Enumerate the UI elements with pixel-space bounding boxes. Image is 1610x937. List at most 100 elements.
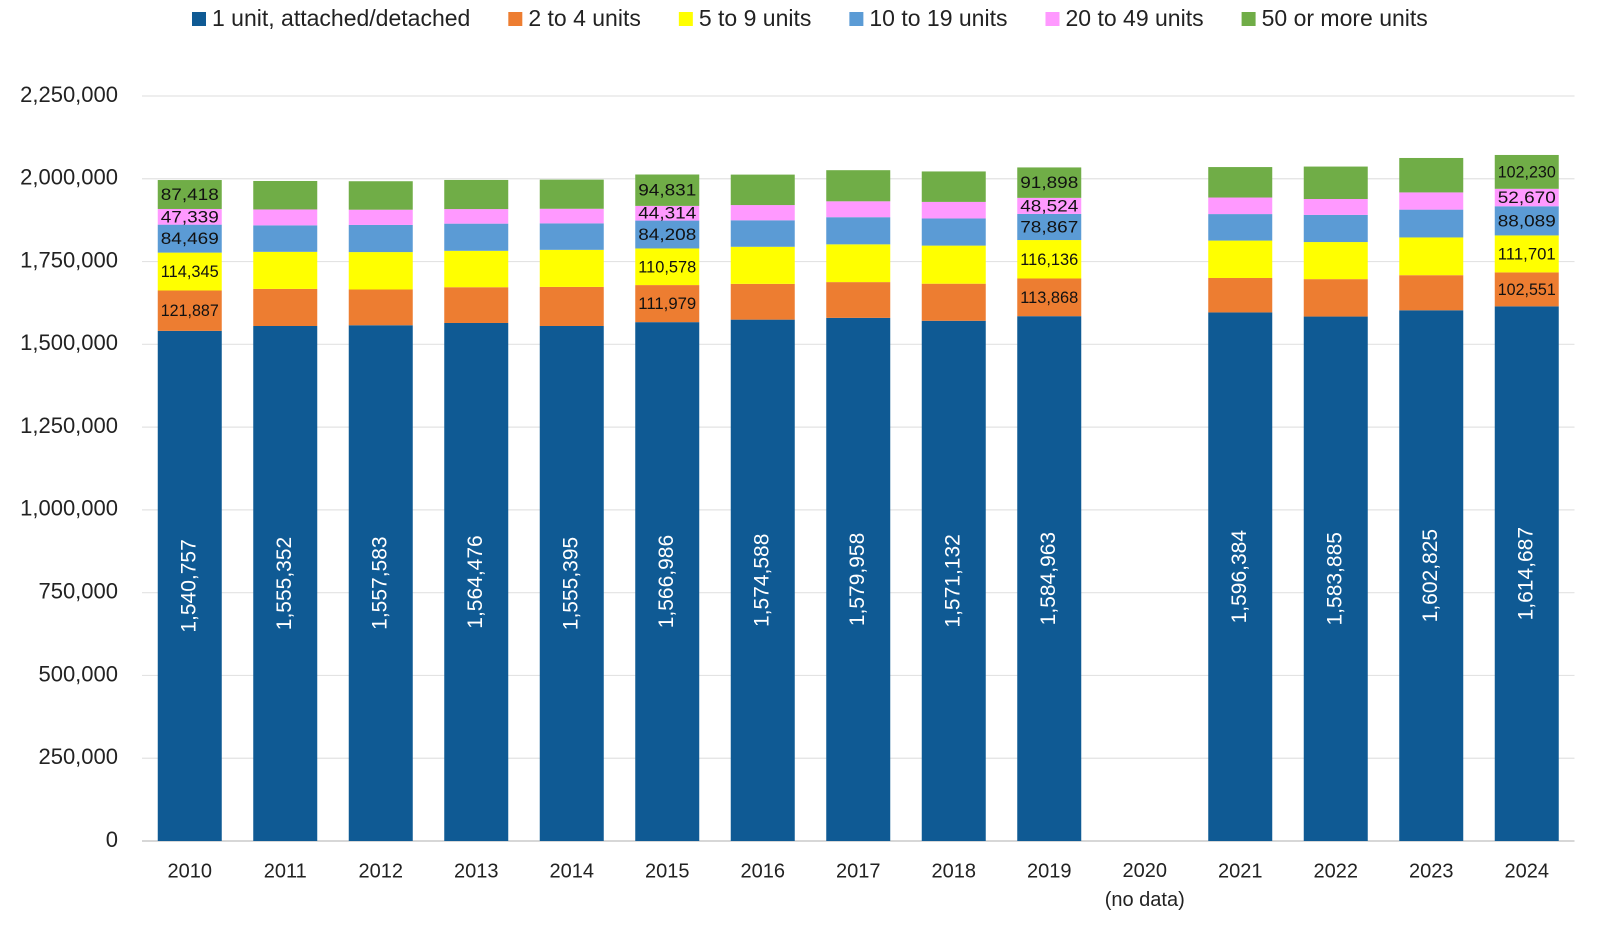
x-tick-label: 2020 (no data) [1105, 860, 1185, 911]
bar-segment [157, 208, 222, 225]
bar-segment [444, 250, 509, 288]
bar-segment [826, 317, 891, 841]
legend-label: 20 to 49 units [1065, 5, 1203, 31]
data-label: 1,564,476 [464, 535, 487, 628]
bar-segment [1208, 277, 1273, 313]
data-label: 114,345 [161, 262, 219, 281]
bar-segment [730, 174, 795, 206]
y-tick-label: 2,000,000 [20, 165, 118, 190]
bar-segment [539, 249, 604, 287]
bar-segment [444, 179, 509, 210]
bar-segment [826, 282, 891, 318]
legend-swatch [1241, 12, 1256, 26]
bar-segment [730, 220, 795, 247]
bar-segment [921, 171, 986, 202]
bar-segment [253, 225, 318, 252]
bar-segment [921, 283, 986, 321]
legend-swatch [678, 12, 693, 26]
bar-segment [1208, 214, 1273, 241]
data-label: 94,831 [638, 181, 696, 200]
legend-swatch [849, 12, 864, 26]
bar-segment [826, 217, 891, 245]
bar-segment [1017, 240, 1082, 279]
data-label: 88,089 [1498, 211, 1556, 230]
legend-label: 2 to 4 units [528, 5, 641, 31]
x-tick-label: 2024 [1505, 860, 1550, 882]
bar-segment [253, 251, 318, 289]
y-tick-label: 1,750,000 [20, 247, 118, 272]
bar-segment [539, 286, 604, 326]
bar-segment [348, 289, 413, 326]
y-tick-label: 0 [106, 827, 118, 852]
bar-segment [253, 209, 318, 226]
data-label: 1,596,384 [1228, 530, 1251, 624]
bar-segment [444, 287, 509, 323]
x-tick-label: 2021 [1218, 860, 1263, 882]
data-label: 1,579,958 [846, 533, 869, 626]
bar-segment [1303, 199, 1368, 215]
legend-swatch [1045, 12, 1060, 26]
legend-label: 5 to 9 units [699, 5, 812, 31]
bar-segment [157, 330, 222, 841]
bar-segment [1303, 242, 1368, 280]
data-label: 1,614,687 [1514, 527, 1537, 620]
y-tick-label: 250,000 [38, 744, 118, 769]
bar-segment [1399, 237, 1464, 276]
bar-segment [1303, 214, 1368, 243]
bar-segment [1399, 209, 1464, 238]
bar-segment [1208, 197, 1273, 215]
x-tick-label: 2017 [836, 860, 881, 882]
data-label: 1,574,588 [750, 534, 773, 627]
y-tick-label: 2,250,000 [20, 82, 118, 107]
bar-segment [1399, 157, 1464, 193]
data-label: 1,571,132 [941, 534, 964, 627]
data-label: 47,339 [161, 207, 219, 226]
bar-segment [635, 322, 700, 841]
data-label: 121,887 [161, 301, 219, 320]
bar-segment [1017, 316, 1082, 841]
data-label: 84,208 [638, 225, 696, 244]
bar-segment [635, 285, 700, 323]
y-tick-label: 1,500,000 [20, 330, 118, 355]
bar-segment [921, 320, 986, 841]
bar-segment [253, 180, 318, 210]
data-label: 84,469 [161, 229, 219, 248]
bar-segment [826, 201, 891, 218]
data-label: 111,979 [638, 294, 696, 313]
bar-segment [539, 223, 604, 250]
bar-segment [921, 218, 986, 246]
x-tick-label: 2019 [1027, 860, 1072, 882]
bar-segment [1017, 197, 1082, 214]
bar-segment [1017, 167, 1082, 198]
data-label: 1,583,885 [1323, 532, 1346, 625]
data-label: 113,868 [1020, 288, 1078, 307]
bar-segment [1399, 275, 1464, 311]
data-label: 44,314 [638, 204, 696, 223]
bar-segment [539, 179, 604, 209]
x-tick-label: 2018 [932, 860, 977, 882]
bar-segment [730, 283, 795, 320]
bar-segment [444, 322, 509, 841]
bar-segment [539, 208, 604, 224]
bar-segment [1494, 188, 1559, 207]
bar-segment [1208, 240, 1273, 278]
y-tick-label: 1,000,000 [20, 496, 118, 521]
bar-segment [539, 325, 604, 841]
bar-segment [826, 244, 891, 283]
x-tick-label: 2016 [741, 860, 786, 882]
bar-segment [1399, 310, 1464, 841]
data-label: 1,540,757 [177, 539, 200, 632]
bar-segment [921, 245, 986, 284]
bar-segment [1303, 316, 1368, 841]
bar-segment [157, 224, 222, 253]
bar-segment [730, 246, 795, 284]
legend-label: 50 or more units [1262, 5, 1428, 31]
data-label: 116,136 [1020, 250, 1078, 269]
bar-segment [444, 209, 509, 224]
bar-segment [157, 180, 222, 209]
bar-segment [730, 205, 795, 221]
data-label: 1,557,583 [368, 536, 391, 629]
bar-segment [1494, 272, 1559, 307]
y-tick-label: 500,000 [38, 661, 118, 686]
